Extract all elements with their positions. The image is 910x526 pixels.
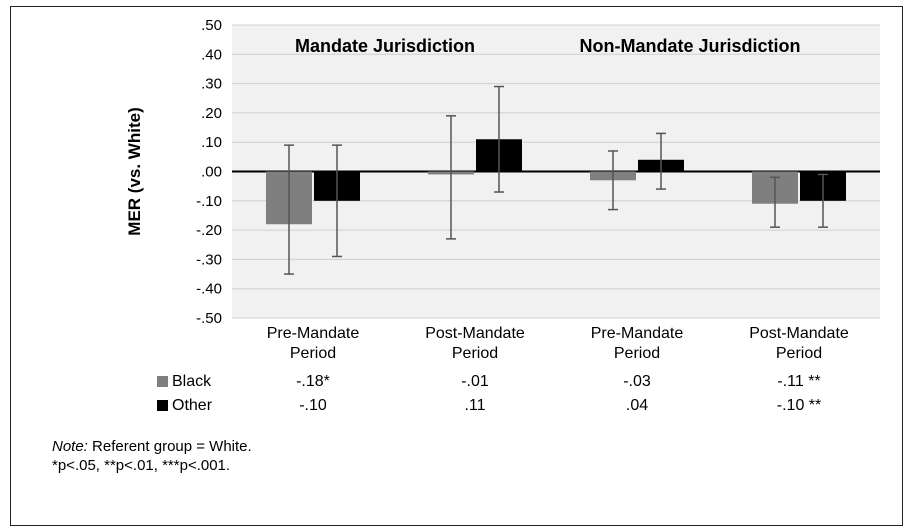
y-tick-label: .40 (201, 46, 222, 63)
legend-label: Black (172, 373, 212, 390)
y-tick-label: .20 (201, 105, 222, 122)
data-table-value: -.10 (299, 397, 327, 414)
legend-swatch-black (157, 376, 168, 387)
x-category-label: Period (776, 345, 822, 362)
x-category-label: Period (290, 345, 336, 362)
panel-label: Non-Mandate Jurisdiction (579, 36, 800, 56)
data-table-value: -.03 (623, 373, 651, 390)
data-table-value: -.11 ** (777, 373, 820, 390)
x-category-label: Pre-Mandate (591, 325, 684, 342)
y-tick-label: -.10 (196, 193, 222, 210)
data-table-value: -.10 ** (777, 397, 821, 414)
x-category-label: Post-Mandate (749, 325, 849, 342)
data-table-value: .11 (464, 397, 485, 414)
note-label: Note: (52, 438, 88, 455)
chart-svg: .50 .40 .30 .20 .10 .00 -.10 -.20 -.30 -.40 -.50 ME… (125, 17, 880, 414)
x-category-label: Pre-Mandate (267, 325, 360, 342)
y-tick-label: -.40 (196, 281, 222, 298)
panel-label: Mandate Jurisdiction (295, 36, 475, 56)
plot-area: .50 .40 .30 .20 .10 .00 -.10 -.20 -.30 -.40 -.50 ME… (125, 17, 880, 414)
data-table-value: -.01 (461, 373, 489, 390)
x-category-label: Period (614, 345, 660, 362)
y-tick-label: .30 (201, 76, 222, 93)
legend-label: Other (172, 397, 213, 414)
y-tick-label: .00 (201, 164, 222, 181)
note-line-1: Note: Referent group = White. (52, 438, 252, 455)
y-axis-label: MER (vs. White) (125, 107, 144, 235)
y-tick-label: -.50 (196, 310, 222, 327)
data-table-value: -.18* (296, 373, 330, 390)
x-category-label: Post-Mandate (425, 325, 525, 342)
y-tick-label: -.20 (196, 222, 222, 239)
legend-swatch-other (157, 400, 168, 411)
note-text: Referent group = White. (87, 438, 252, 455)
y-tick-label: -.30 (196, 251, 222, 268)
x-category-label: Period (452, 345, 498, 362)
significance-note: *p<.05, **p<.01, ***p<.001. (52, 457, 231, 474)
y-tick-label: .10 (201, 134, 222, 151)
data-table-value: .04 (626, 397, 648, 414)
y-tick-label: .50 (201, 17, 222, 34)
